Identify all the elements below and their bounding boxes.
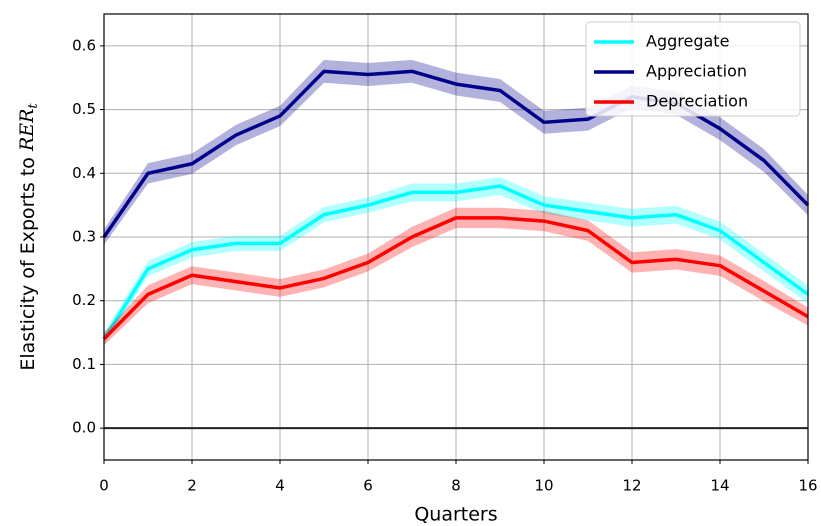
legend-box — [585, 21, 801, 117]
x-tick-label: 0 — [99, 477, 109, 495]
legend: Aggregate Appreciation Depreciation — [585, 21, 801, 117]
series-line — [102, 184, 810, 340]
y-label-sub: t — [26, 103, 41, 109]
x-tick-label: 2 — [187, 477, 197, 495]
plot-frame — [103, 13, 809, 461]
y-label-math: RER — [16, 109, 38, 152]
x-tick-label: 10 — [534, 477, 553, 495]
x-tick-label: 4 — [275, 477, 285, 495]
x-tick-label: 6 — [363, 477, 373, 495]
y-tick-label: 0.3 — [72, 228, 96, 246]
series-line — [102, 216, 809, 341]
y-tick-label: 0.4 — [72, 164, 96, 182]
legend-label: Appreciation — [646, 62, 747, 81]
y-label-text: Elasticity of Exports to — [17, 151, 39, 371]
y-tick-label: 0.5 — [72, 100, 96, 118]
confidence-band — [104, 207, 808, 346]
y-tick-label: 0.1 — [72, 355, 96, 373]
x-tick-label: 14 — [710, 477, 729, 495]
y-tick-label: 0.2 — [72, 291, 96, 309]
x-tick-label: 16 — [798, 477, 817, 495]
y-axis-label: Elasticity of Exports to RERt — [16, 103, 41, 371]
legend-label: Depreciation — [646, 92, 748, 111]
x-axis-label: Quarters — [414, 504, 497, 526]
y-tick-label: 0.0 — [72, 419, 96, 437]
x-tick-label: 12 — [622, 477, 641, 495]
x-tick-label: 8 — [451, 477, 461, 495]
legend-label: Aggregate — [646, 32, 729, 51]
y-tick-label: 0.6 — [72, 36, 96, 54]
